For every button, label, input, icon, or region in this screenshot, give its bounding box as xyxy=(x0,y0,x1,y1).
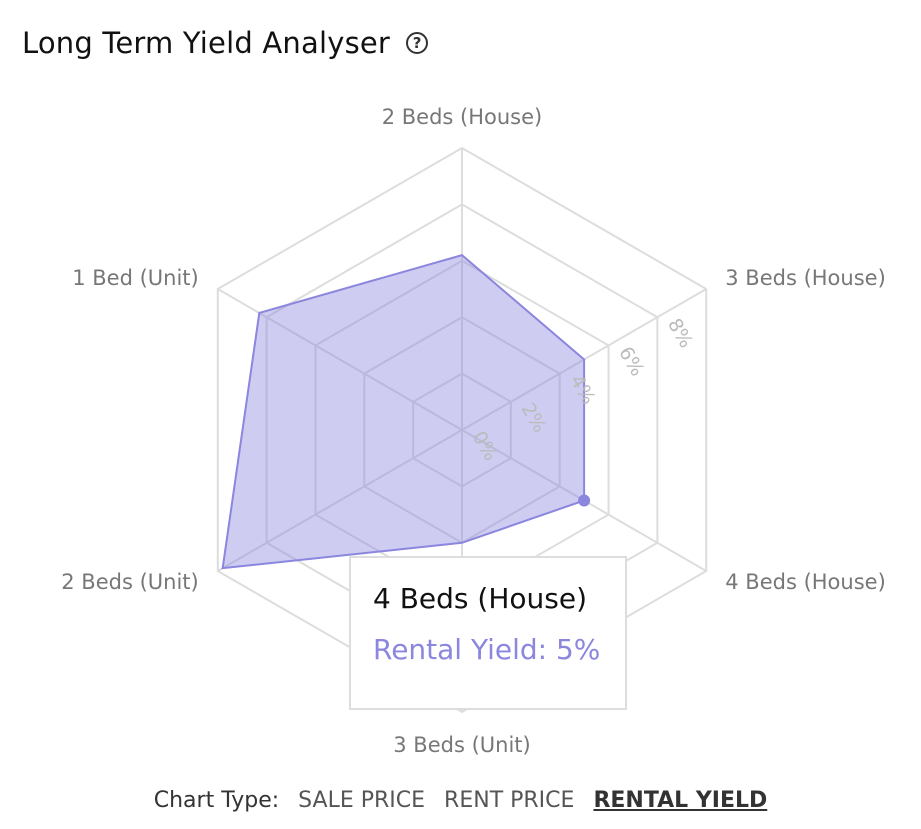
tooltip-value: Rental Yield: 5% xyxy=(373,633,601,666)
question-circle-icon[interactable]: ? xyxy=(406,32,429,54)
axis-label: 3 Beds (Unit) xyxy=(393,733,530,757)
axis-label: 2 Beds (House) xyxy=(382,105,543,129)
tick-label: 6% xyxy=(614,343,648,380)
series-area xyxy=(221,254,586,570)
axis-label: 4 Beds (House) xyxy=(725,570,886,594)
chart-type-label: Chart Type: xyxy=(153,788,280,813)
tooltip: 4 Beds (House) Rental Yield: 5% xyxy=(349,556,627,710)
axis-label: 3 Beds (House) xyxy=(725,266,886,290)
data-point-highlighted[interactable] xyxy=(578,494,591,507)
grid-spoke xyxy=(217,429,463,572)
radar-series xyxy=(221,254,591,570)
radar-chart: 0%2%4%6%8% 2 Beds (House)3 Beds (House)4… xyxy=(61,105,886,757)
title-row: Long Term Yield Analyser ? xyxy=(22,26,429,60)
tooltip-title: 4 Beds (House) xyxy=(373,582,588,615)
tick-label: 8% xyxy=(663,315,697,352)
axis-label: 1 Bed (Unit) xyxy=(72,266,199,290)
chart-type-rental-yield[interactable]: RENTAL YIELD xyxy=(593,788,768,813)
page-title: Long Term Yield Analyser xyxy=(22,26,391,60)
chart-type-controls: Chart Type: SALE PRICE RENT PRICE RENTAL… xyxy=(0,788,921,813)
chart-type-sale-price[interactable]: SALE PRICE xyxy=(298,788,426,813)
axis-label: 2 Beds (Unit) xyxy=(61,570,198,594)
chart-type-rent-price[interactable]: RENT PRICE xyxy=(444,788,575,813)
radar-axis-labels: 2 Beds (House) 3 Beds (House) 4 Beds (Hous… xyxy=(61,105,886,757)
